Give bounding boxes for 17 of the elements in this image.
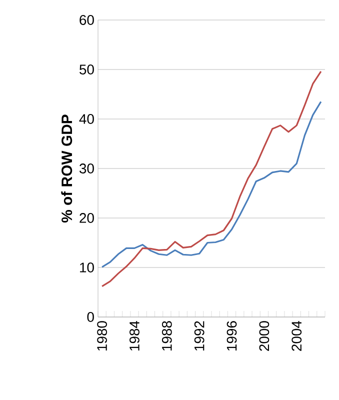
y-tick-label: 20 <box>80 213 94 223</box>
x-tick-label: 1980 <box>97 321 107 350</box>
y-tick-label: 30 <box>80 164 94 174</box>
x-tick-label: 1988 <box>162 321 172 350</box>
line-series <box>101 100 322 268</box>
x-tick-label: 2004 <box>292 320 302 351</box>
y-tick-label: 50 <box>80 64 94 74</box>
x-tick-label: 1992 <box>194 321 204 350</box>
y-tick-label: 10 <box>80 262 94 272</box>
y-tick-label: 40 <box>79 114 94 124</box>
x-tick-label: 1984 <box>130 320 140 350</box>
x-tick-label: 2000 <box>259 321 270 351</box>
y-tick-label: 0 <box>87 312 94 322</box>
y-tick-label: 60 <box>80 15 94 25</box>
y-axis-title: % of ROW GDP <box>61 114 72 223</box>
x-tick-label: 1996 <box>226 321 237 350</box>
line-series <box>101 70 322 288</box>
